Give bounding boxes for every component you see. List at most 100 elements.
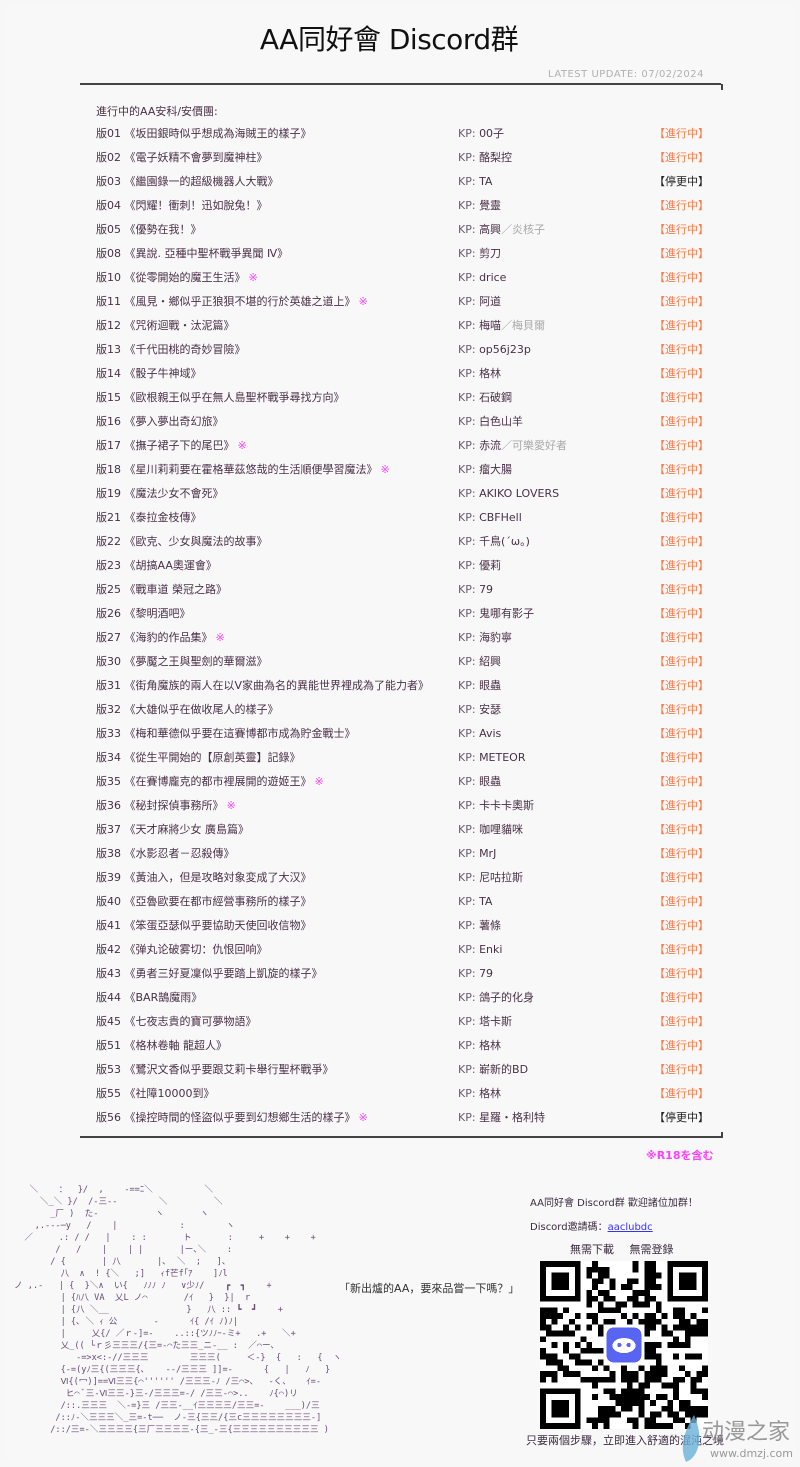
- session-title[interactable]: 版31 《街角魔族的兩人在以V家曲為名的異能世界裡成為了能力者》: [96, 678, 429, 694]
- list-item[interactable]: 版26 《黎明酒吧》 KP: 鬼哪有影子 【進行中】: [96, 606, 716, 622]
- session-title[interactable]: 版04 《閃耀！衝刺！迅如脫兔！》: [96, 198, 268, 214]
- session-title[interactable]: 版37 《天才麻將少女 廣島篇》: [96, 822, 249, 838]
- list-item[interactable]: 版40 《亞魯歐要在都市經營事務所的樣子》 KP: TA 【進行中】: [96, 894, 716, 910]
- session-title[interactable]: 版03 《繼園錄一的超級機器人大戰》: [96, 174, 279, 190]
- list-item[interactable]: 版12 《咒術迴戰・汰泥篇》 KP: 梅喵／梅貝爾 【進行中】: [96, 318, 716, 334]
- session-title[interactable]: 版05 《優勢在我！》: [96, 222, 202, 238]
- list-item[interactable]: 版31 《街角魔族的兩人在以V家曲為名的異能世界裡成為了能力者》 KP: 眼蟲 【進…: [96, 678, 716, 694]
- list-item[interactable]: 版16 《夢入夢出奇幻旅》 KP: 白色山羊 【進行中】: [96, 414, 716, 430]
- list-item[interactable]: 版30 《夢魘之王與聖劍的華爾滋》 KP: 紹興 【進行中】: [96, 654, 716, 670]
- list-item[interactable]: 版04 《閃耀！衝刺！迅如脫兔！》 KP: 覺靈 【進行中】: [96, 198, 716, 214]
- session-title[interactable]: 版11 《風見・鄉似乎正狼狽不堪的行於英雄之道上》 ※: [96, 294, 368, 310]
- status-badge: 【進行中】: [654, 415, 709, 428]
- session-title[interactable]: 版34 《從生平開始的【原創英靈】記錄》: [96, 750, 301, 766]
- list-item[interactable]: 版36 《秘封探偵事務所》 ※ KP: 卡卡卡奧斯 【進行中】: [96, 798, 716, 814]
- list-item[interactable]: 版21 《泰拉金枝傳》 KP: CBFHell 【進行中】: [96, 510, 716, 526]
- session-title[interactable]: 版39 《黃油入，但是攻略対象変成了大汉》: [96, 870, 312, 886]
- session-title[interactable]: 版30 《夢魘之王與聖劍的華爾滋》: [96, 654, 268, 670]
- session-title[interactable]: 版23 《胡搞AA奧運會》: [96, 558, 217, 574]
- list-item[interactable]: 版33 《梅和華德似乎要在這賽博都市成為貯金戰士》 KP: Avis 【進行中】: [96, 726, 716, 742]
- session-title[interactable]: 版41 《笨蛋亞瑟似乎要協助天使回收信物》: [96, 918, 312, 934]
- session-title[interactable]: 版26 《黎明酒吧》: [96, 606, 191, 622]
- kp-label: KP:: [458, 583, 476, 596]
- session-title[interactable]: 版32 《大雄似乎在做收尾人的樣子》: [96, 702, 279, 718]
- session-title[interactable]: 版55 《社障10000到》: [96, 1086, 215, 1102]
- discord-qr-code[interactable]: [540, 1261, 708, 1429]
- list-item[interactable]: 版17 《撫子裙子下的尾巴》 ※ KP: 赤流／可樂愛好者 【進行中】: [96, 438, 716, 454]
- session-title[interactable]: 版10 《從零開始的魔王生活》 ※: [96, 270, 258, 286]
- kp-name: 卡卡卡奧斯: [479, 799, 535, 812]
- list-item[interactable]: 版05 《優勢在我！》 KP: 高興／炎核子 【進行中】: [96, 222, 716, 238]
- list-item[interactable]: 版35 《在賽博龐克的都市裡展開的遊姬王》 ※ KP: 眼蟲 【進行中】: [96, 774, 716, 790]
- session-title[interactable]: 版17 《撫子裙子下的尾巴》 ※: [96, 438, 247, 454]
- steps-text: 只要兩個步驟，立即進入舒適的混沌之境: [526, 1434, 724, 1447]
- session-title[interactable]: 版18 《星川莉莉要在霍格華茲悠哉的生活順便學習魔法》 ※: [96, 462, 390, 478]
- list-item[interactable]: 版56 《操控時間的怪盜似乎要到幻想鄉生活的樣子》 ※ KP: 星羅・格利特 【停更中…: [96, 1110, 716, 1126]
- list-item[interactable]: 版45 《七夜志貴的寶可夢物語》 KP: 塔卡斯 【進行中】: [96, 1014, 716, 1030]
- session-title[interactable]: 版36 《秘封探偵事務所》 ※: [96, 798, 236, 814]
- session-title[interactable]: 版44 《BAR鵠魔雨》: [96, 990, 202, 1006]
- list-item[interactable]: 版42 《弹丸论破雾切：仇恨回响》 KP: Enki 【進行中】: [96, 942, 716, 958]
- kp-name: METEOR: [479, 751, 526, 764]
- list-item[interactable]: 版10 《從零開始的魔王生活》 ※ KP: drice 【進行中】: [96, 270, 716, 286]
- list-item[interactable]: 版27 《海豹的作品集》 ※ KP: 海豹寧 【進行中】: [96, 630, 716, 646]
- list-item[interactable]: 版38 《水影忍者－忍殺傳》 KP: MrJ 【進行中】: [96, 846, 716, 862]
- session-title[interactable]: 版38 《水影忍者－忍殺傳》: [96, 846, 235, 862]
- list-item[interactable]: 版15 《歐根親王似乎在無人島聖杯戰爭尋找方向》 KP: 石破鋼 【進行中】: [96, 390, 716, 406]
- session-title[interactable]: 版15 《歐根親王似乎在無人島聖杯戰爭尋找方向》: [96, 390, 345, 406]
- session-title[interactable]: 版22 《歐克、少女與魔法的故事》: [96, 534, 268, 550]
- status-badge: 【進行中】: [654, 127, 709, 140]
- session-title[interactable]: 版53 《鷺沢文香似乎要跟艾莉卡舉行聖杯戰爭》: [96, 1062, 334, 1078]
- kp-label: KP:: [458, 631, 476, 644]
- invite-code-link[interactable]: aaclubdc: [607, 1222, 653, 1233]
- board-number: 版40: [96, 895, 121, 908]
- list-item[interactable]: 版13 《千代田桃的奇妙冒險》 KP: op56j23p 【進行中】: [96, 342, 716, 358]
- list-item[interactable]: 版39 《黃油入，但是攻略対象変成了大汉》 KP: 尼咕拉斯 【進行中】: [96, 870, 716, 886]
- list-item[interactable]: 版32 《大雄似乎在做收尾人的樣子》 KP: 安瑟 【進行中】: [96, 702, 716, 718]
- session-title[interactable]: 版56 《操控時間的怪盜似乎要到幻想鄉生活的樣子》 ※: [96, 1110, 368, 1126]
- list-item[interactable]: 版53 《鷺沢文香似乎要跟艾莉卡舉行聖杯戰爭》 KP: 嶄新的BD 【進行中】: [96, 1062, 716, 1078]
- session-title[interactable]: 版13 《千代田桃的奇妙冒險》: [96, 342, 246, 358]
- list-item[interactable]: 版01 《坂田銀時似乎想成為海賊王的樣子》 KP: 00子 【進行中】: [96, 126, 716, 142]
- session-title[interactable]: 版40 《亞魯歐要在都市經營事務所的樣子》: [96, 894, 312, 910]
- session-title[interactable]: 版16 《夢入夢出奇幻旅》: [96, 414, 224, 430]
- title-text: 《夢魘之王與聖劍的華爾滋》: [124, 655, 268, 668]
- list-item[interactable]: 版51 《格林卷軸 龍超人》 KP: 格林 【進行中】: [96, 1038, 716, 1054]
- list-item[interactable]: 版14 《骰子牛神域》 KP: 格林 【進行中】: [96, 366, 716, 382]
- session-title[interactable]: 版12 《咒術迴戰・汰泥篇》: [96, 318, 235, 334]
- session-title[interactable]: 版25 《戰車道 榮冠之路》: [96, 582, 227, 598]
- session-title[interactable]: 版14 《骰子牛神域》: [96, 366, 202, 382]
- list-item[interactable]: 版44 《BAR鵠魔雨》 KP: 鴿子的化身 【進行中】: [96, 990, 716, 1006]
- session-title[interactable]: 版51 《格林卷軸 龍超人》: [96, 1038, 227, 1054]
- kp-name: 高興: [479, 223, 502, 236]
- list-item[interactable]: 版03 《繼園錄一的超級機器人大戰》 KP: TA 【停更中】: [96, 174, 716, 190]
- session-title[interactable]: 版33 《梅和華德似乎要在這賽博都市成為貯金戰士》: [96, 726, 356, 742]
- session-title[interactable]: 版19 《魔法少女不會死》: [96, 486, 224, 502]
- session-title[interactable]: 版35 《在賽博龐克的都市裡展開的遊姬王》 ※: [96, 774, 324, 790]
- session-title[interactable]: 版02 《電子妖精不會夢到魔神柱》: [96, 150, 268, 166]
- list-item[interactable]: 版55 《社障10000到》 KP: 格林 【進行中】: [96, 1086, 716, 1102]
- session-title[interactable]: 版27 《海豹的作品集》 ※: [96, 630, 225, 646]
- session-title[interactable]: 版43 《勇者三好夏凜似乎要踏上凱旋的樣子》: [96, 966, 323, 982]
- r18-mark-icon: ※: [248, 271, 258, 284]
- session-title[interactable]: 版01 《坂田銀時似乎想成為海賊王的樣子》: [96, 126, 312, 142]
- list-item[interactable]: 版43 《勇者三好夏凜似乎要踏上凱旋的樣子》 KP: 79 【進行中】: [96, 966, 716, 982]
- list-item[interactable]: 版02 《電子妖精不會夢到魔神柱》 KP: 酪梨控 【進行中】: [96, 150, 716, 166]
- kp-name: AKIKO LOVERS: [479, 487, 560, 500]
- session-title[interactable]: 版42 《弹丸论破雾切：仇恨回响》: [96, 942, 268, 958]
- status-badge: 【進行中】: [654, 703, 709, 716]
- list-item[interactable]: 版08 《異說. 亞種中聖杯戰爭異聞 Ⅳ》 KP: 剪刀 【進行中】: [96, 246, 716, 262]
- session-title[interactable]: 版21 《泰拉金枝傳》: [96, 510, 202, 526]
- list-item[interactable]: 版25 《戰車道 榮冠之路》 KP: 79 【進行中】: [96, 582, 716, 598]
- list-item[interactable]: 版11 《風見・鄉似乎正狼狽不堪的行於英雄之道上》 ※ KP: 阿道 【進行中】: [96, 294, 716, 310]
- session-title[interactable]: 版08 《異說. 亞種中聖杯戰爭異聞 Ⅳ》: [96, 246, 288, 262]
- list-item[interactable]: 版23 《胡搞AA奧運會》 KP: 優莉 【進行中】: [96, 558, 716, 574]
- list-item[interactable]: 版18 《星川莉莉要在霍格華茲悠哉的生活順便學習魔法》 ※ KP: 瘤大腸 【進行中】: [96, 462, 716, 478]
- list-item[interactable]: 版41 《笨蛋亞瑟似乎要協助天使回收信物》 KP: 薯條 【進行中】: [96, 918, 716, 934]
- list-item[interactable]: 版34 《從生平開始的【原創英靈】記錄》 KP: METEOR 【進行中】: [96, 750, 716, 766]
- session-title[interactable]: 版45 《七夜志貴的寶可夢物語》: [96, 1014, 257, 1030]
- board-number: 版23: [96, 559, 121, 572]
- list-item[interactable]: 版19 《魔法少女不會死》 KP: AKIKO LOVERS 【進行中】: [96, 486, 716, 502]
- list-item[interactable]: 版22 《歐克、少女與魔法的故事》 KP: 千鳥(´ω。) 【進行中】: [96, 534, 716, 550]
- list-item[interactable]: 版37 《天才麻將少女 廣島篇》 KP: 咖哩貓咪 【進行中】: [96, 822, 716, 838]
